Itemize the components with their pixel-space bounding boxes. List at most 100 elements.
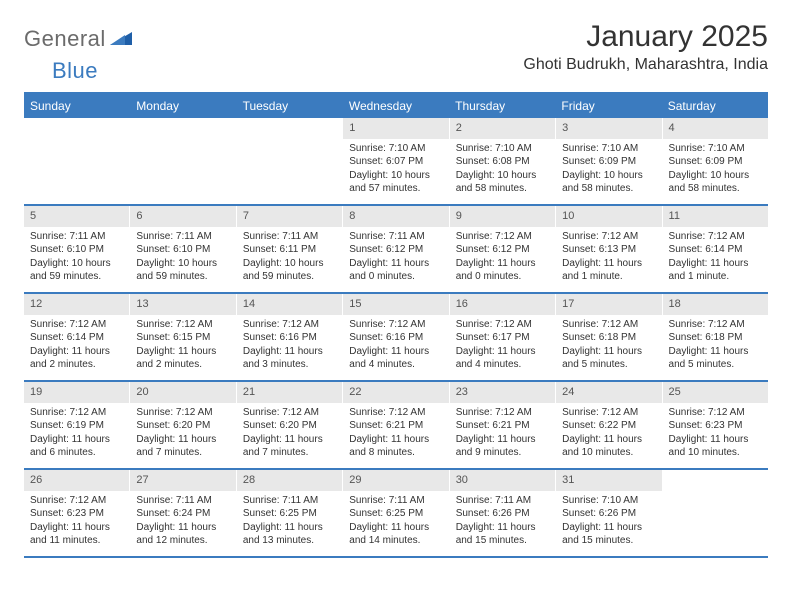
day-cell: 23Sunrise: 7:12 AMSunset: 6:21 PMDayligh…	[450, 382, 556, 468]
day-detail-line: Sunrise: 7:12 AM	[456, 318, 549, 332]
day-number: 24	[556, 382, 661, 403]
brand-logo: General	[24, 26, 134, 52]
day-detail-line: and 58 minutes.	[456, 182, 549, 196]
day-number: 11	[663, 206, 768, 227]
day-detail-line: Daylight: 11 hours	[562, 345, 655, 359]
day-cell: 1Sunrise: 7:10 AMSunset: 6:07 PMDaylight…	[343, 118, 449, 204]
day-detail-line: and 8 minutes.	[349, 446, 442, 460]
day-detail-line: Daylight: 11 hours	[136, 433, 229, 447]
day-detail-line: and 1 minute.	[562, 270, 655, 284]
day-detail-line: Daylight: 10 hours	[562, 169, 655, 183]
day-detail-line: Daylight: 10 hours	[456, 169, 549, 183]
day-number: 28	[237, 470, 342, 491]
day-detail-line: Sunset: 6:11 PM	[243, 243, 336, 257]
weekday-header-row: SundayMondayTuesdayWednesdayThursdayFrid…	[24, 94, 768, 118]
day-detail-line: and 2 minutes.	[136, 358, 229, 372]
day-cell: 27Sunrise: 7:11 AMSunset: 6:24 PMDayligh…	[130, 470, 236, 556]
day-cell	[130, 118, 236, 204]
day-detail-line: and 15 minutes.	[456, 534, 549, 548]
day-detail-line: Daylight: 11 hours	[562, 433, 655, 447]
day-number: 22	[343, 382, 448, 403]
day-detail-line: and 59 minutes.	[243, 270, 336, 284]
day-detail-line: Daylight: 11 hours	[349, 345, 442, 359]
day-detail-line: Sunset: 6:12 PM	[456, 243, 549, 257]
day-detail-line: and 4 minutes.	[456, 358, 549, 372]
day-number: 13	[130, 294, 235, 315]
day-detail-line: Sunrise: 7:12 AM	[456, 230, 549, 244]
day-details: Sunrise: 7:11 AMSunset: 6:12 PMDaylight:…	[343, 227, 448, 288]
day-cell: 30Sunrise: 7:11 AMSunset: 6:26 PMDayligh…	[450, 470, 556, 556]
day-detail-line: Sunset: 6:09 PM	[669, 155, 762, 169]
day-detail-line: and 59 minutes.	[30, 270, 123, 284]
day-detail-line: Sunset: 6:20 PM	[243, 419, 336, 433]
day-detail-line: Sunset: 6:17 PM	[456, 331, 549, 345]
day-detail-line: Daylight: 11 hours	[243, 521, 336, 535]
day-details: Sunrise: 7:11 AMSunset: 6:10 PMDaylight:…	[130, 227, 235, 288]
day-detail-line: Daylight: 11 hours	[456, 345, 549, 359]
day-details: Sunrise: 7:11 AMSunset: 6:25 PMDaylight:…	[237, 491, 342, 552]
day-cell: 11Sunrise: 7:12 AMSunset: 6:14 PMDayligh…	[663, 206, 768, 292]
empty-day	[24, 118, 129, 137]
day-detail-line: Sunrise: 7:12 AM	[669, 318, 762, 332]
day-details: Sunrise: 7:10 AMSunset: 6:26 PMDaylight:…	[556, 491, 661, 552]
day-cell: 29Sunrise: 7:11 AMSunset: 6:25 PMDayligh…	[343, 470, 449, 556]
day-details: Sunrise: 7:12 AMSunset: 6:16 PMDaylight:…	[343, 315, 448, 376]
day-cell: 26Sunrise: 7:12 AMSunset: 6:23 PMDayligh…	[24, 470, 130, 556]
day-number: 15	[343, 294, 448, 315]
day-details: Sunrise: 7:12 AMSunset: 6:20 PMDaylight:…	[130, 403, 235, 464]
day-detail-line: and 58 minutes.	[562, 182, 655, 196]
day-detail-line: Sunrise: 7:10 AM	[349, 142, 442, 156]
day-detail-line: and 13 minutes.	[243, 534, 336, 548]
day-detail-line: and 0 minutes.	[456, 270, 549, 284]
day-detail-line: Sunrise: 7:11 AM	[243, 230, 336, 244]
day-details: Sunrise: 7:12 AMSunset: 6:23 PMDaylight:…	[663, 403, 768, 464]
day-cell: 21Sunrise: 7:12 AMSunset: 6:20 PMDayligh…	[237, 382, 343, 468]
weekday-header: Friday	[555, 94, 661, 118]
day-detail-line: Sunrise: 7:11 AM	[456, 494, 549, 508]
day-detail-line: and 6 minutes.	[30, 446, 123, 460]
day-number: 30	[450, 470, 555, 491]
day-detail-line: Sunset: 6:07 PM	[349, 155, 442, 169]
day-details: Sunrise: 7:12 AMSunset: 6:23 PMDaylight:…	[24, 491, 129, 552]
day-number: 5	[24, 206, 129, 227]
week-row: 5Sunrise: 7:11 AMSunset: 6:10 PMDaylight…	[24, 206, 768, 294]
day-detail-line: Sunrise: 7:12 AM	[30, 318, 123, 332]
day-detail-line: and 4 minutes.	[349, 358, 442, 372]
day-detail-line: Daylight: 11 hours	[562, 257, 655, 271]
empty-day	[130, 118, 235, 137]
day-detail-line: and 3 minutes.	[243, 358, 336, 372]
day-detail-line: Sunset: 6:25 PM	[349, 507, 442, 521]
day-detail-line: Sunset: 6:22 PM	[562, 419, 655, 433]
day-number: 18	[663, 294, 768, 315]
day-details: Sunrise: 7:12 AMSunset: 6:20 PMDaylight:…	[237, 403, 342, 464]
weekday-header: Tuesday	[237, 94, 343, 118]
day-number: 23	[450, 382, 555, 403]
empty-day	[237, 118, 342, 137]
location: Ghoti Budrukh, Maharashtra, India	[523, 56, 768, 74]
day-detail-line: Sunset: 6:18 PM	[562, 331, 655, 345]
day-number: 26	[24, 470, 129, 491]
day-detail-line: Sunrise: 7:12 AM	[136, 318, 229, 332]
day-cell: 20Sunrise: 7:12 AMSunset: 6:20 PMDayligh…	[130, 382, 236, 468]
day-number: 29	[343, 470, 448, 491]
day-cell: 16Sunrise: 7:12 AMSunset: 6:17 PMDayligh…	[450, 294, 556, 380]
day-detail-line: Sunrise: 7:10 AM	[562, 142, 655, 156]
day-detail-line: and 10 minutes.	[669, 446, 762, 460]
day-details: Sunrise: 7:12 AMSunset: 6:13 PMDaylight:…	[556, 227, 661, 288]
day-detail-line: Sunrise: 7:12 AM	[456, 406, 549, 420]
day-detail-line: Daylight: 10 hours	[349, 169, 442, 183]
day-detail-line: and 1 minute.	[669, 270, 762, 284]
day-details: Sunrise: 7:12 AMSunset: 6:14 PMDaylight:…	[24, 315, 129, 376]
day-detail-line: Sunrise: 7:12 AM	[562, 230, 655, 244]
day-details: Sunrise: 7:12 AMSunset: 6:17 PMDaylight:…	[450, 315, 555, 376]
day-detail-line: Daylight: 11 hours	[349, 257, 442, 271]
day-number: 3	[556, 118, 661, 139]
day-cell: 22Sunrise: 7:12 AMSunset: 6:21 PMDayligh…	[343, 382, 449, 468]
day-detail-line: Daylight: 11 hours	[349, 433, 442, 447]
weekday-header: Monday	[130, 94, 236, 118]
day-cell: 4Sunrise: 7:10 AMSunset: 6:09 PMDaylight…	[663, 118, 768, 204]
day-detail-line: and 2 minutes.	[30, 358, 123, 372]
brand-part1: General	[24, 26, 106, 52]
day-number: 7	[237, 206, 342, 227]
day-number: 12	[24, 294, 129, 315]
